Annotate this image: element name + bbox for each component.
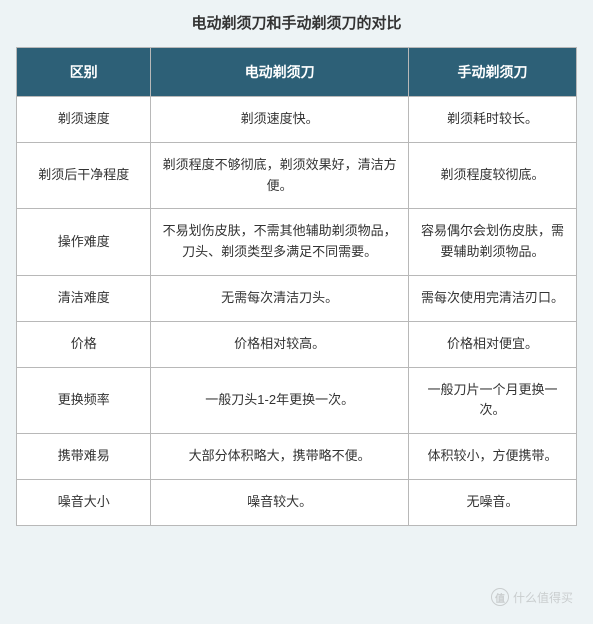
row-electric: 一般刀头1-2年更换一次。 [151,367,409,434]
table-row: 噪音大小 噪音较大。 无噪音。 [17,479,577,525]
table-body: 剃须速度 剃须速度快。 剃须耗时较长。 剃须后干净程度 剃须程度不够彻底，剃须效… [17,97,577,526]
row-electric: 不易划伤皮肤，不需其他辅助剃须物品，刀头、剃须类型多满足不同需要。 [151,209,409,276]
table-row: 剃须后干净程度 剃须程度不够彻底，剃须效果好，清洁方便。 剃须程度较彻底。 [17,142,577,209]
row-manual: 剃须耗时较长。 [408,97,576,143]
row-manual: 容易偶尔会划伤皮肤，需要辅助剃须物品。 [408,209,576,276]
row-electric: 大部分体积略大，携带略不便。 [151,434,409,480]
row-label: 噪音大小 [17,479,151,525]
row-electric: 剃须程度不够彻底，剃须效果好，清洁方便。 [151,142,409,209]
row-manual: 体积较小，方便携带。 [408,434,576,480]
row-electric: 价格相对较高。 [151,321,409,367]
row-manual: 价格相对便宜。 [408,321,576,367]
row-label: 更换频率 [17,367,151,434]
row-manual: 需每次使用完清洁刃口。 [408,275,576,321]
watermark-icon: 值 [491,588,509,606]
comparison-table: 区别 电动剃须刀 手动剃须刀 剃须速度 剃须速度快。 剃须耗时较长。 剃须后干净… [16,47,577,526]
row-label: 清洁难度 [17,275,151,321]
row-electric: 无需每次清洁刀头。 [151,275,409,321]
watermark-text: 什么值得买 [513,589,573,606]
row-label: 价格 [17,321,151,367]
row-label: 操作难度 [17,209,151,276]
row-manual: 无噪音。 [408,479,576,525]
table-row: 更换频率 一般刀头1-2年更换一次。 一般刀片一个月更换一次。 [17,367,577,434]
watermark: 值 什么值得买 [491,588,573,606]
table-row: 价格 价格相对较高。 价格相对便宜。 [17,321,577,367]
header-electric: 电动剃须刀 [151,48,409,97]
row-manual: 剃须程度较彻底。 [408,142,576,209]
header-difference: 区别 [17,48,151,97]
row-label: 剃须速度 [17,97,151,143]
table-row: 剃须速度 剃须速度快。 剃须耗时较长。 [17,97,577,143]
row-electric: 噪音较大。 [151,479,409,525]
table-row: 携带难易 大部分体积略大，携带略不便。 体积较小，方便携带。 [17,434,577,480]
table-row: 清洁难度 无需每次清洁刀头。 需每次使用完清洁刃口。 [17,275,577,321]
row-label: 剃须后干净程度 [17,142,151,209]
page-title: 电动剃须刀和手动剃须刀的对比 [16,12,577,33]
row-manual: 一般刀片一个月更换一次。 [408,367,576,434]
table-header-row: 区别 电动剃须刀 手动剃须刀 [17,48,577,97]
header-manual: 手动剃须刀 [408,48,576,97]
table-row: 操作难度 不易划伤皮肤，不需其他辅助剃须物品，刀头、剃须类型多满足不同需要。 容… [17,209,577,276]
row-label: 携带难易 [17,434,151,480]
row-electric: 剃须速度快。 [151,97,409,143]
